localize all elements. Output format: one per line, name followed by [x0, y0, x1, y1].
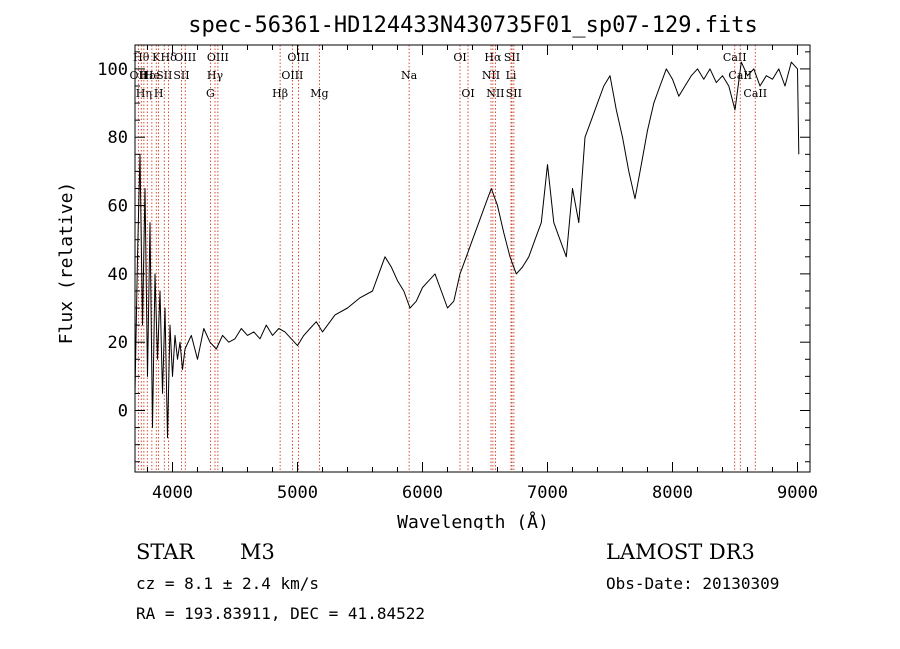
spectrum-line	[134, 61, 800, 439]
line-marker-label: Hε	[140, 69, 156, 82]
line-marker-label: NII	[482, 69, 500, 82]
line-marker-label: Hθ	[133, 51, 150, 64]
line-marker-label: Li	[506, 69, 517, 82]
line-marker-label: He	[144, 69, 160, 82]
object-subclass: M3	[240, 540, 275, 564]
line-marker-label: OIII	[207, 51, 229, 64]
y-tick-label: 60	[108, 197, 128, 217]
line-marker-label: SII	[504, 51, 520, 64]
line-marker-label: G	[206, 87, 215, 100]
line-marker-label: Hβ	[272, 87, 288, 100]
x-axis-ticks: 4000 5000 6000 7000 8000 9000	[147, 45, 818, 503]
line-marker-label: Hη	[136, 87, 152, 100]
line-marker-label: CaII	[743, 87, 767, 100]
line-marker-label: Hα	[484, 51, 502, 64]
data-layer	[134, 61, 800, 439]
line-marker-label: OIII	[174, 51, 196, 64]
y-tick-label: 40	[108, 265, 128, 285]
line-marker-label: Na	[401, 69, 418, 82]
y-tick-label: 0	[118, 402, 128, 422]
survey-name: LAMOST DR3	[606, 540, 755, 564]
coordinates: RA = 193.83911, DEC = 41.84522	[136, 604, 425, 623]
observation-date: Obs-Date: 20130309	[606, 574, 780, 593]
y-axis-label: Flux (relative)	[56, 182, 77, 345]
line-marker-label: SII	[156, 69, 172, 82]
x-tick-label: 5000	[277, 483, 318, 503]
y-axis-ticks: 0 20 40 60 80 100	[97, 51, 810, 463]
line-marker-label: SII	[173, 69, 189, 82]
line-marker-label: Mg	[310, 87, 328, 100]
x-tick-label: 7000	[527, 483, 568, 503]
spectral-line-markers: HθOIIHηHεHeKHSIIHδSIIOIIIGHγOIIIHβOIIIOI…	[130, 45, 767, 472]
x-tick-label: 9000	[777, 483, 818, 503]
spectrum-chart: spec-56361-HD124433N430735F01_sp07-129.f…	[56, 13, 818, 533]
line-marker-label: OII	[130, 69, 148, 82]
object-class: STAR	[136, 540, 195, 564]
line-marker-label: OI	[461, 87, 474, 100]
line-marker-label: SII	[506, 87, 522, 100]
line-marker-label: K	[152, 51, 161, 64]
line-marker-label: H	[154, 87, 164, 100]
x-tick-label: 8000	[652, 483, 693, 503]
redshift-cz: cz = 8.1 ± 2.4 km/s	[136, 574, 320, 593]
line-marker-label: OI	[453, 51, 466, 64]
y-tick-label: 100	[97, 60, 128, 80]
chart-title: spec-56361-HD124433N430735F01_sp07-129.f…	[188, 13, 758, 38]
y-tick-label: 20	[108, 333, 128, 353]
x-axis-label: Wavelength (Å)	[397, 511, 549, 530]
y-tick-label: 80	[108, 128, 128, 148]
line-marker-label: NII	[486, 87, 504, 100]
line-marker-label: OIII	[281, 69, 303, 82]
x-tick-label: 6000	[402, 483, 443, 503]
line-marker-label: OIII	[287, 51, 309, 64]
line-marker-label: Hγ	[207, 69, 224, 82]
plot-frame	[134, 44, 811, 473]
x-tick-label: 4000	[152, 483, 193, 503]
line-marker-label: CaII	[723, 51, 747, 64]
